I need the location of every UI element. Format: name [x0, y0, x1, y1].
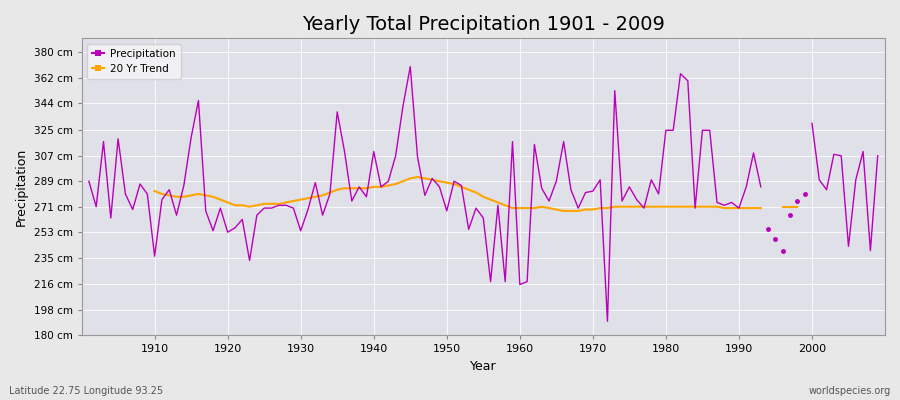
X-axis label: Year: Year [470, 360, 497, 373]
Text: worldspecies.org: worldspecies.org [809, 386, 891, 396]
Text: Latitude 22.75 Longitude 93.25: Latitude 22.75 Longitude 93.25 [9, 386, 163, 396]
Legend: Precipitation, 20 Yr Trend: Precipitation, 20 Yr Trend [86, 44, 181, 79]
Y-axis label: Precipitation: Precipitation [15, 148, 28, 226]
Title: Yearly Total Precipitation 1901 - 2009: Yearly Total Precipitation 1901 - 2009 [302, 15, 665, 34]
